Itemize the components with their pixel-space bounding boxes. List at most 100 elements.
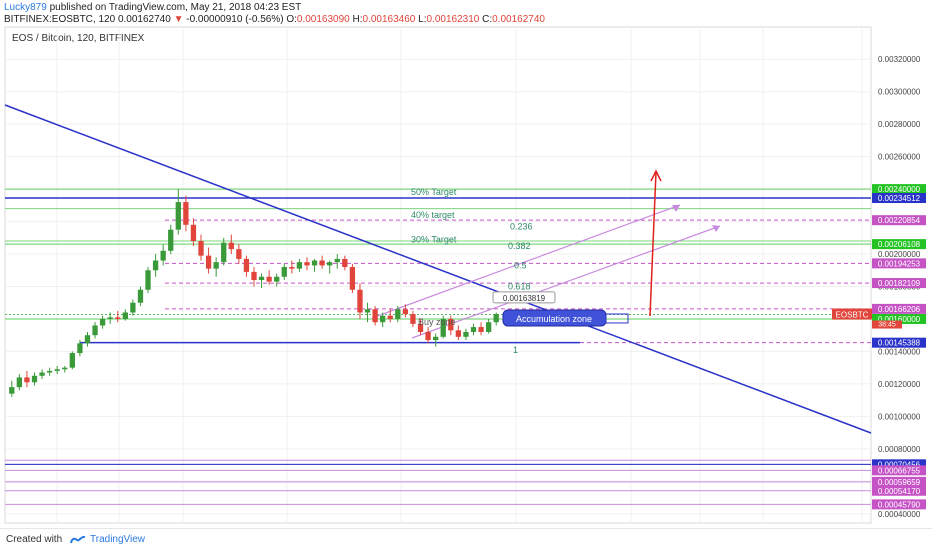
price-axis-tag-label: 0.00182109 <box>878 279 921 288</box>
y-tick-label: 0.00080000 <box>878 445 921 454</box>
candle-body <box>266 276 272 282</box>
candle-body <box>221 242 227 263</box>
candle-body <box>137 289 144 303</box>
target-arrow <box>649 171 657 317</box>
candle-body <box>168 229 174 251</box>
symbol-tag <box>832 308 872 320</box>
target-label: 50% Target <box>411 187 457 197</box>
candle-body <box>16 377 23 388</box>
price-axis-tag-label: 0.00166206 <box>878 305 921 314</box>
candle-body <box>130 302 136 313</box>
arrow-head-icon <box>672 205 680 212</box>
price-axis-tag-label: 0.00045790 <box>878 500 921 509</box>
high-label: H: <box>352 14 363 25</box>
chart-header: Lucky879 published on TradingView.com, M… <box>4 2 545 26</box>
tradingview-logo-icon <box>70 535 86 544</box>
accumulation-zone-label: Accumulation zone <box>516 314 592 324</box>
symbol-label: BITFINEX:EOSBTC, 120 <box>4 14 116 25</box>
grid <box>5 27 871 523</box>
candles <box>9 189 499 397</box>
arrow-up-icon <box>650 169 662 182</box>
arrow-head-icon <box>712 225 720 232</box>
y-tick-label: 0.00040000 <box>878 510 921 519</box>
created-with-label: Created with <box>6 534 63 545</box>
price-tag-label: 0.00163819 <box>503 294 546 303</box>
fib-label: 0.236 <box>510 221 533 231</box>
drawings <box>4 104 872 434</box>
candle-body <box>92 325 98 336</box>
tradingview-brand[interactable]: TradingView <box>90 534 146 545</box>
candle-body <box>77 343 83 354</box>
accumulation-zone-extension <box>605 313 629 324</box>
candle-body <box>334 258 340 263</box>
candle-body <box>327 262 333 266</box>
close-value: 0.00162740 <box>492 14 545 25</box>
candle-body <box>236 249 242 259</box>
price-axis-tag <box>872 337 926 348</box>
low-label: L: <box>418 14 427 25</box>
candle-body <box>145 270 151 290</box>
candle-body <box>311 260 318 266</box>
candle-body <box>243 258 250 272</box>
low-value: 0.00162310 <box>426 14 480 25</box>
price-axis-tag <box>872 499 926 510</box>
target-label: 40% target <box>411 210 455 220</box>
author-link[interactable]: Lucky879 <box>4 2 47 13</box>
price-axis-tag-label: 0.00054170 <box>878 487 921 496</box>
candle-body <box>463 331 469 337</box>
fib-label: 1 <box>513 345 518 355</box>
candle-body <box>380 315 386 323</box>
price-axis-tag-label: 0.00066755 <box>878 466 921 475</box>
candle-body <box>395 309 401 319</box>
price-axis-tag-label: 0.00145388 <box>878 339 921 348</box>
price-chart[interactable]: EOS / Bitcoin, 120, BITFINEX 50% Target 4… <box>0 0 932 528</box>
candle-body <box>296 262 303 269</box>
candle-body <box>84 335 91 344</box>
price-axis-tag <box>872 184 926 195</box>
candle-body <box>258 276 265 281</box>
price-axis-tag-label: 0.00234512 <box>878 194 921 203</box>
countdown-label: 38:45 <box>878 322 896 329</box>
candle-body <box>183 202 189 225</box>
candle-body <box>228 242 234 250</box>
y-tick-label: 0.00120000 <box>878 380 921 389</box>
candle-body <box>198 241 204 256</box>
candle-body <box>99 318 106 326</box>
candle-body <box>304 262 310 266</box>
candle-body <box>69 353 75 368</box>
candle-body <box>417 323 424 332</box>
candle-body <box>115 317 121 319</box>
candle-body <box>62 367 68 370</box>
y-tick-label: 0.00260000 <box>878 153 921 162</box>
horizontal-lines <box>5 188 871 505</box>
price-axis-tag <box>872 278 926 289</box>
candle-body <box>107 317 113 319</box>
y-tick-label: 0.00140000 <box>878 347 921 356</box>
candle-body <box>402 309 409 315</box>
close-label: C: <box>482 14 493 25</box>
candle-body <box>349 267 356 290</box>
y-axis[interactable]: 0.000400000.000600000.000800000.00100000… <box>832 55 926 519</box>
candle-body <box>319 260 325 266</box>
candle-body <box>160 250 166 261</box>
price-axis-tag <box>872 485 926 496</box>
candle-body <box>478 327 484 332</box>
price-axis-tag <box>872 313 926 324</box>
price-axis-tag-label: 0.00240000 <box>878 185 921 194</box>
candle-body <box>433 336 439 341</box>
y-tick-label: 0.00280000 <box>878 120 921 129</box>
y-tick-label: 0.00200000 <box>878 250 921 259</box>
fib-label: 0.5 <box>514 260 527 270</box>
header-line-2: BITFINEX:EOSBTC, 120 0.00162740 ▼ -0.000… <box>4 14 545 26</box>
price-axis-tag <box>872 476 926 487</box>
candle-body <box>372 309 378 323</box>
candle-body <box>493 314 499 323</box>
candle-body <box>213 262 219 269</box>
annotations: 50% Target 40% target 30% Target 0.236 0.382… <box>411 187 629 355</box>
price-axis-tag-label: 0.00059659 <box>878 478 921 487</box>
candle-body <box>387 315 393 319</box>
y-tick-label: 0.00100000 <box>878 412 921 421</box>
candle-body <box>9 387 15 394</box>
candle-body <box>364 309 371 313</box>
candle-body <box>205 255 212 269</box>
